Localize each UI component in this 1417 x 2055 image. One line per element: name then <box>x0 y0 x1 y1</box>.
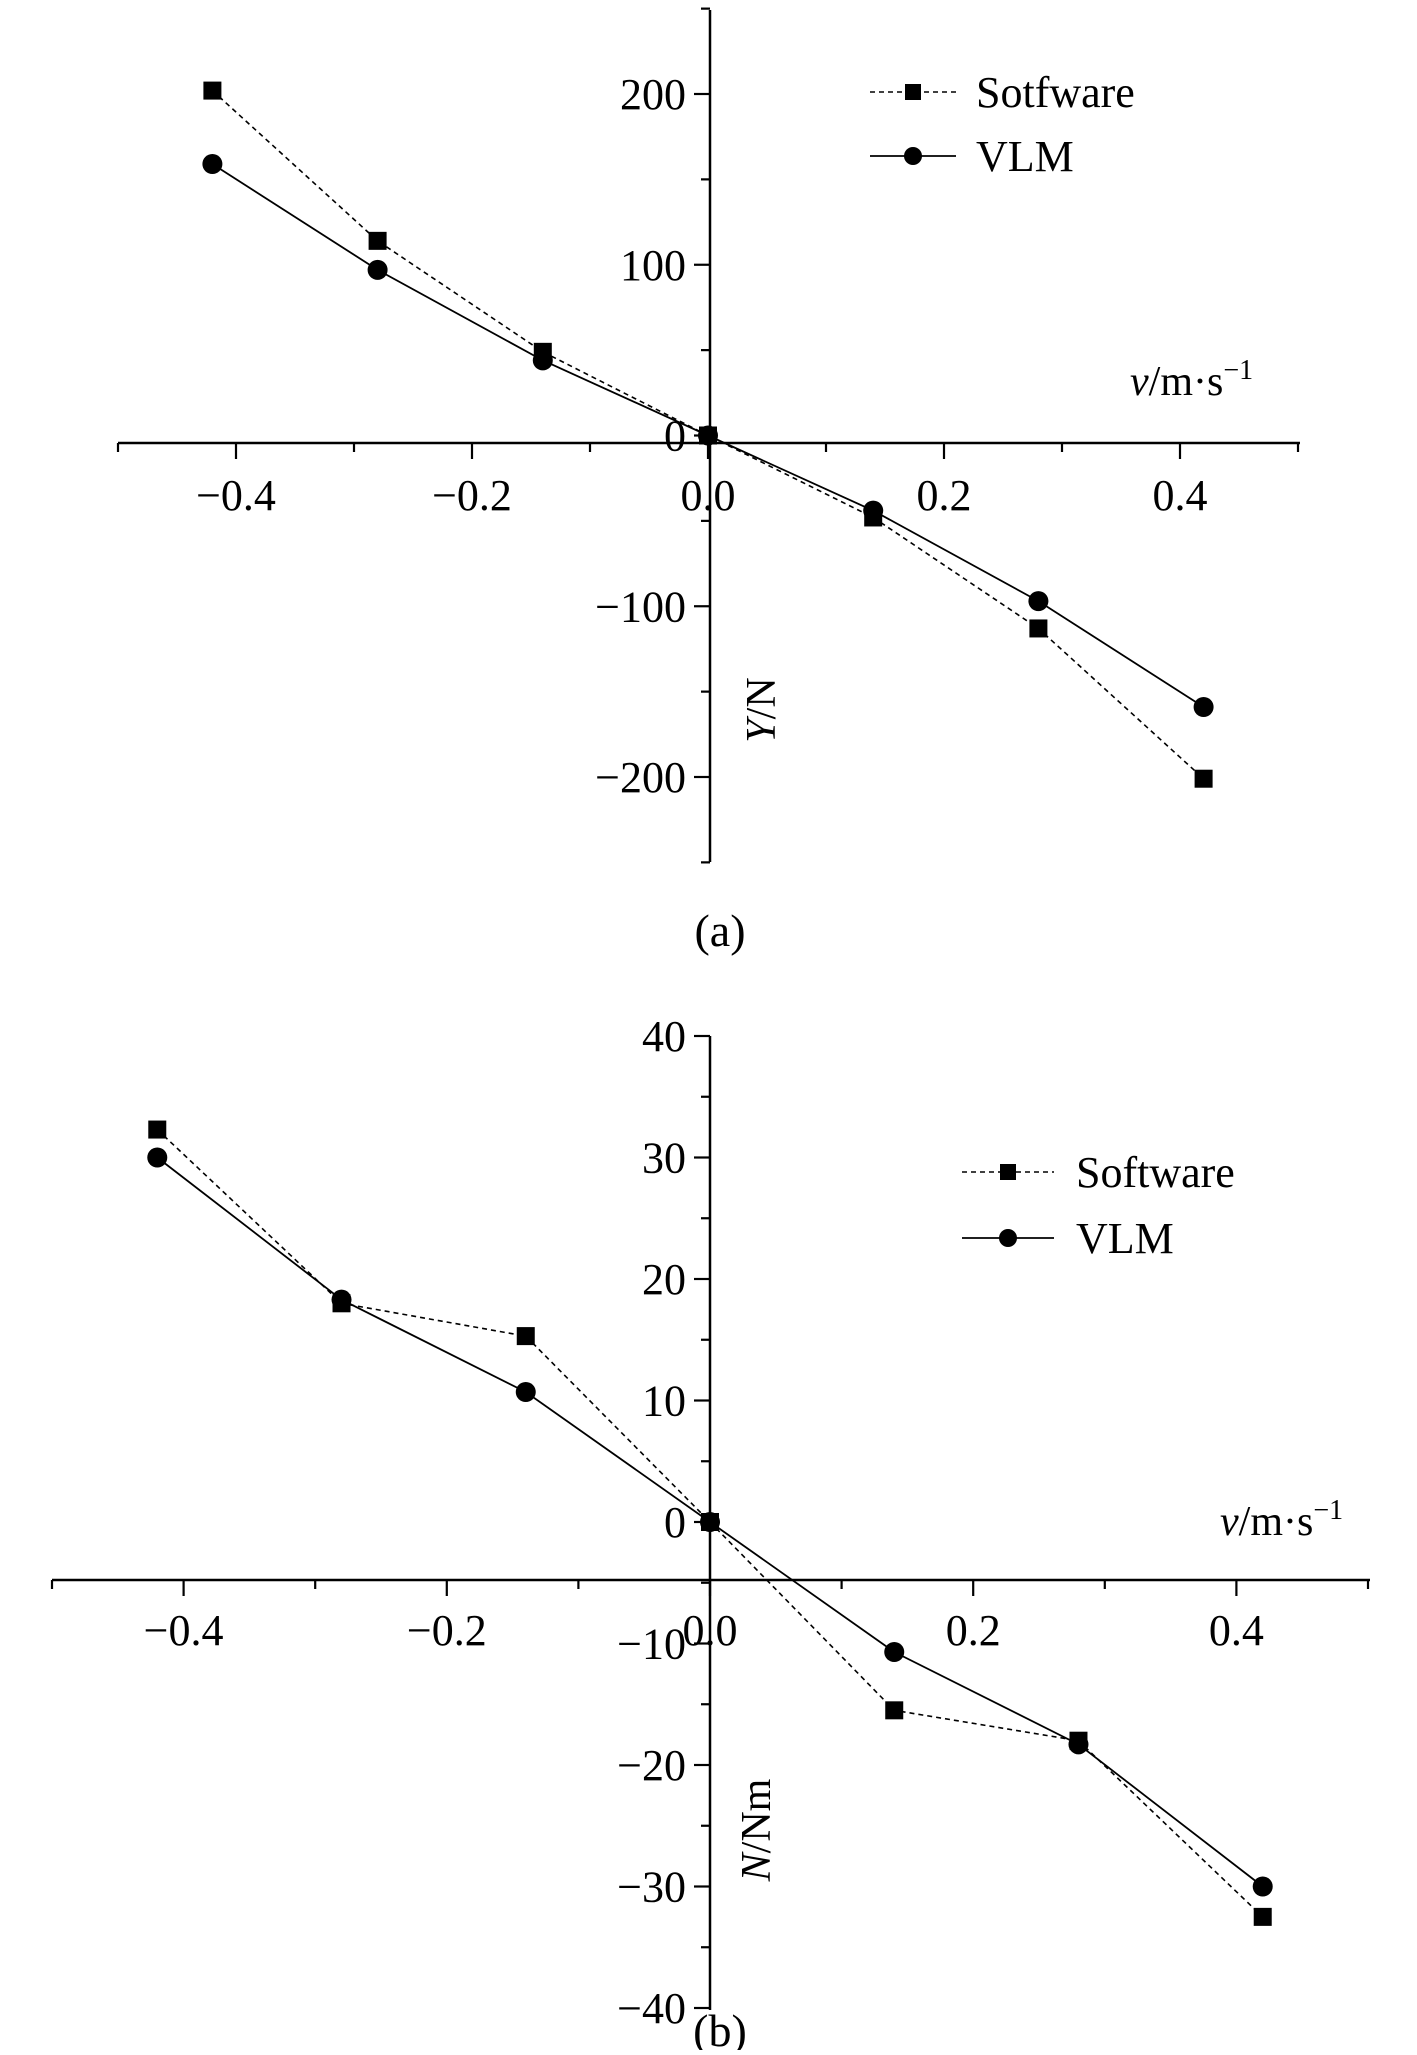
x-tick-label: 0.2 <box>946 1606 1001 1655</box>
x-tick-label: 0.2 <box>917 471 972 520</box>
data-point-circle <box>1252 1876 1273 1897</box>
x-axis-title: v/m·s−1 <box>1220 1495 1343 1545</box>
data-point-square <box>885 1701 904 1720</box>
y-tick-label: 40 <box>642 1012 686 1061</box>
y-tick-label: 10 <box>642 1377 686 1426</box>
data-point-square <box>1253 1907 1272 1926</box>
y-axis-title: Y/N <box>739 677 785 742</box>
panel-caption: (a) <box>694 905 745 956</box>
legend-marker-circle <box>904 147 922 165</box>
y-tick-label: 30 <box>642 1134 686 1183</box>
y-tick-label: −100 <box>595 582 686 631</box>
data-point-circle <box>202 154 223 175</box>
data-point-circle <box>1193 696 1214 717</box>
data-point-square <box>516 1327 535 1346</box>
data-point-square <box>203 81 222 100</box>
data-point-square <box>1194 769 1213 788</box>
legend-marker-square <box>905 84 921 100</box>
x-tick-label: −0.2 <box>407 1606 487 1655</box>
data-point-circle <box>884 1642 905 1663</box>
data-point-circle <box>698 425 718 446</box>
x-tick-label: 0.4 <box>1209 1606 1264 1655</box>
data-point-circle <box>331 1289 352 1310</box>
data-point-circle <box>1028 591 1049 612</box>
x-tick-label: −0.2 <box>432 471 512 520</box>
chart-panel-2: −0.4 −0.2 0.0 0.2 0.4 −40 −30 −20 −10 0 10 20 30 40 So… <box>50 1012 1370 2055</box>
data-point-circle <box>1068 1734 1089 1755</box>
y-tick-label: 200 <box>620 70 686 119</box>
x-tick-label: −0.4 <box>196 471 276 520</box>
legend-label-software: Software <box>1076 1148 1235 1197</box>
y-tick-label: −200 <box>595 753 686 802</box>
panel-caption: (b) <box>693 2005 747 2050</box>
data-point-circle <box>147 1147 168 1168</box>
y-axis-title: N/Nm <box>734 1778 780 1882</box>
legend-label-vlm: VLM <box>1076 1214 1174 1263</box>
y-tick-label: −40 <box>617 1984 686 2033</box>
data-point-square <box>368 231 387 250</box>
y-tick-label: 20 <box>642 1255 686 1304</box>
y-tick-label: 0 <box>664 1498 686 1547</box>
data-point-circle <box>700 1512 720 1532</box>
y-tick-label: −10 <box>617 1620 686 1669</box>
data-point-circle <box>515 1381 536 1402</box>
data-point-circle <box>532 350 553 371</box>
x-tick-label: −0.4 <box>144 1606 224 1655</box>
y-tick-label: 100 <box>620 241 686 290</box>
legend-marker-square <box>1000 1164 1016 1180</box>
y-tick-label: −20 <box>617 1741 686 1790</box>
data-point-circle <box>863 500 884 521</box>
x-tick-label: 0.0 <box>683 1606 738 1655</box>
x-axis-title: v/m·s−1 <box>1130 355 1253 405</box>
x-tick-label: 0.0 <box>681 471 736 520</box>
legend-marker-circle <box>999 1229 1017 1247</box>
data-point-square <box>1029 619 1048 638</box>
data-point-circle <box>367 259 388 280</box>
legend-label-vlm: VLM <box>976 132 1074 181</box>
x-tick-label: 0.4 <box>1153 471 1208 520</box>
data-point-square <box>148 1120 167 1139</box>
y-tick-label: −30 <box>617 1863 686 1912</box>
legend-label-sotfware: Sotfware <box>976 68 1135 117</box>
